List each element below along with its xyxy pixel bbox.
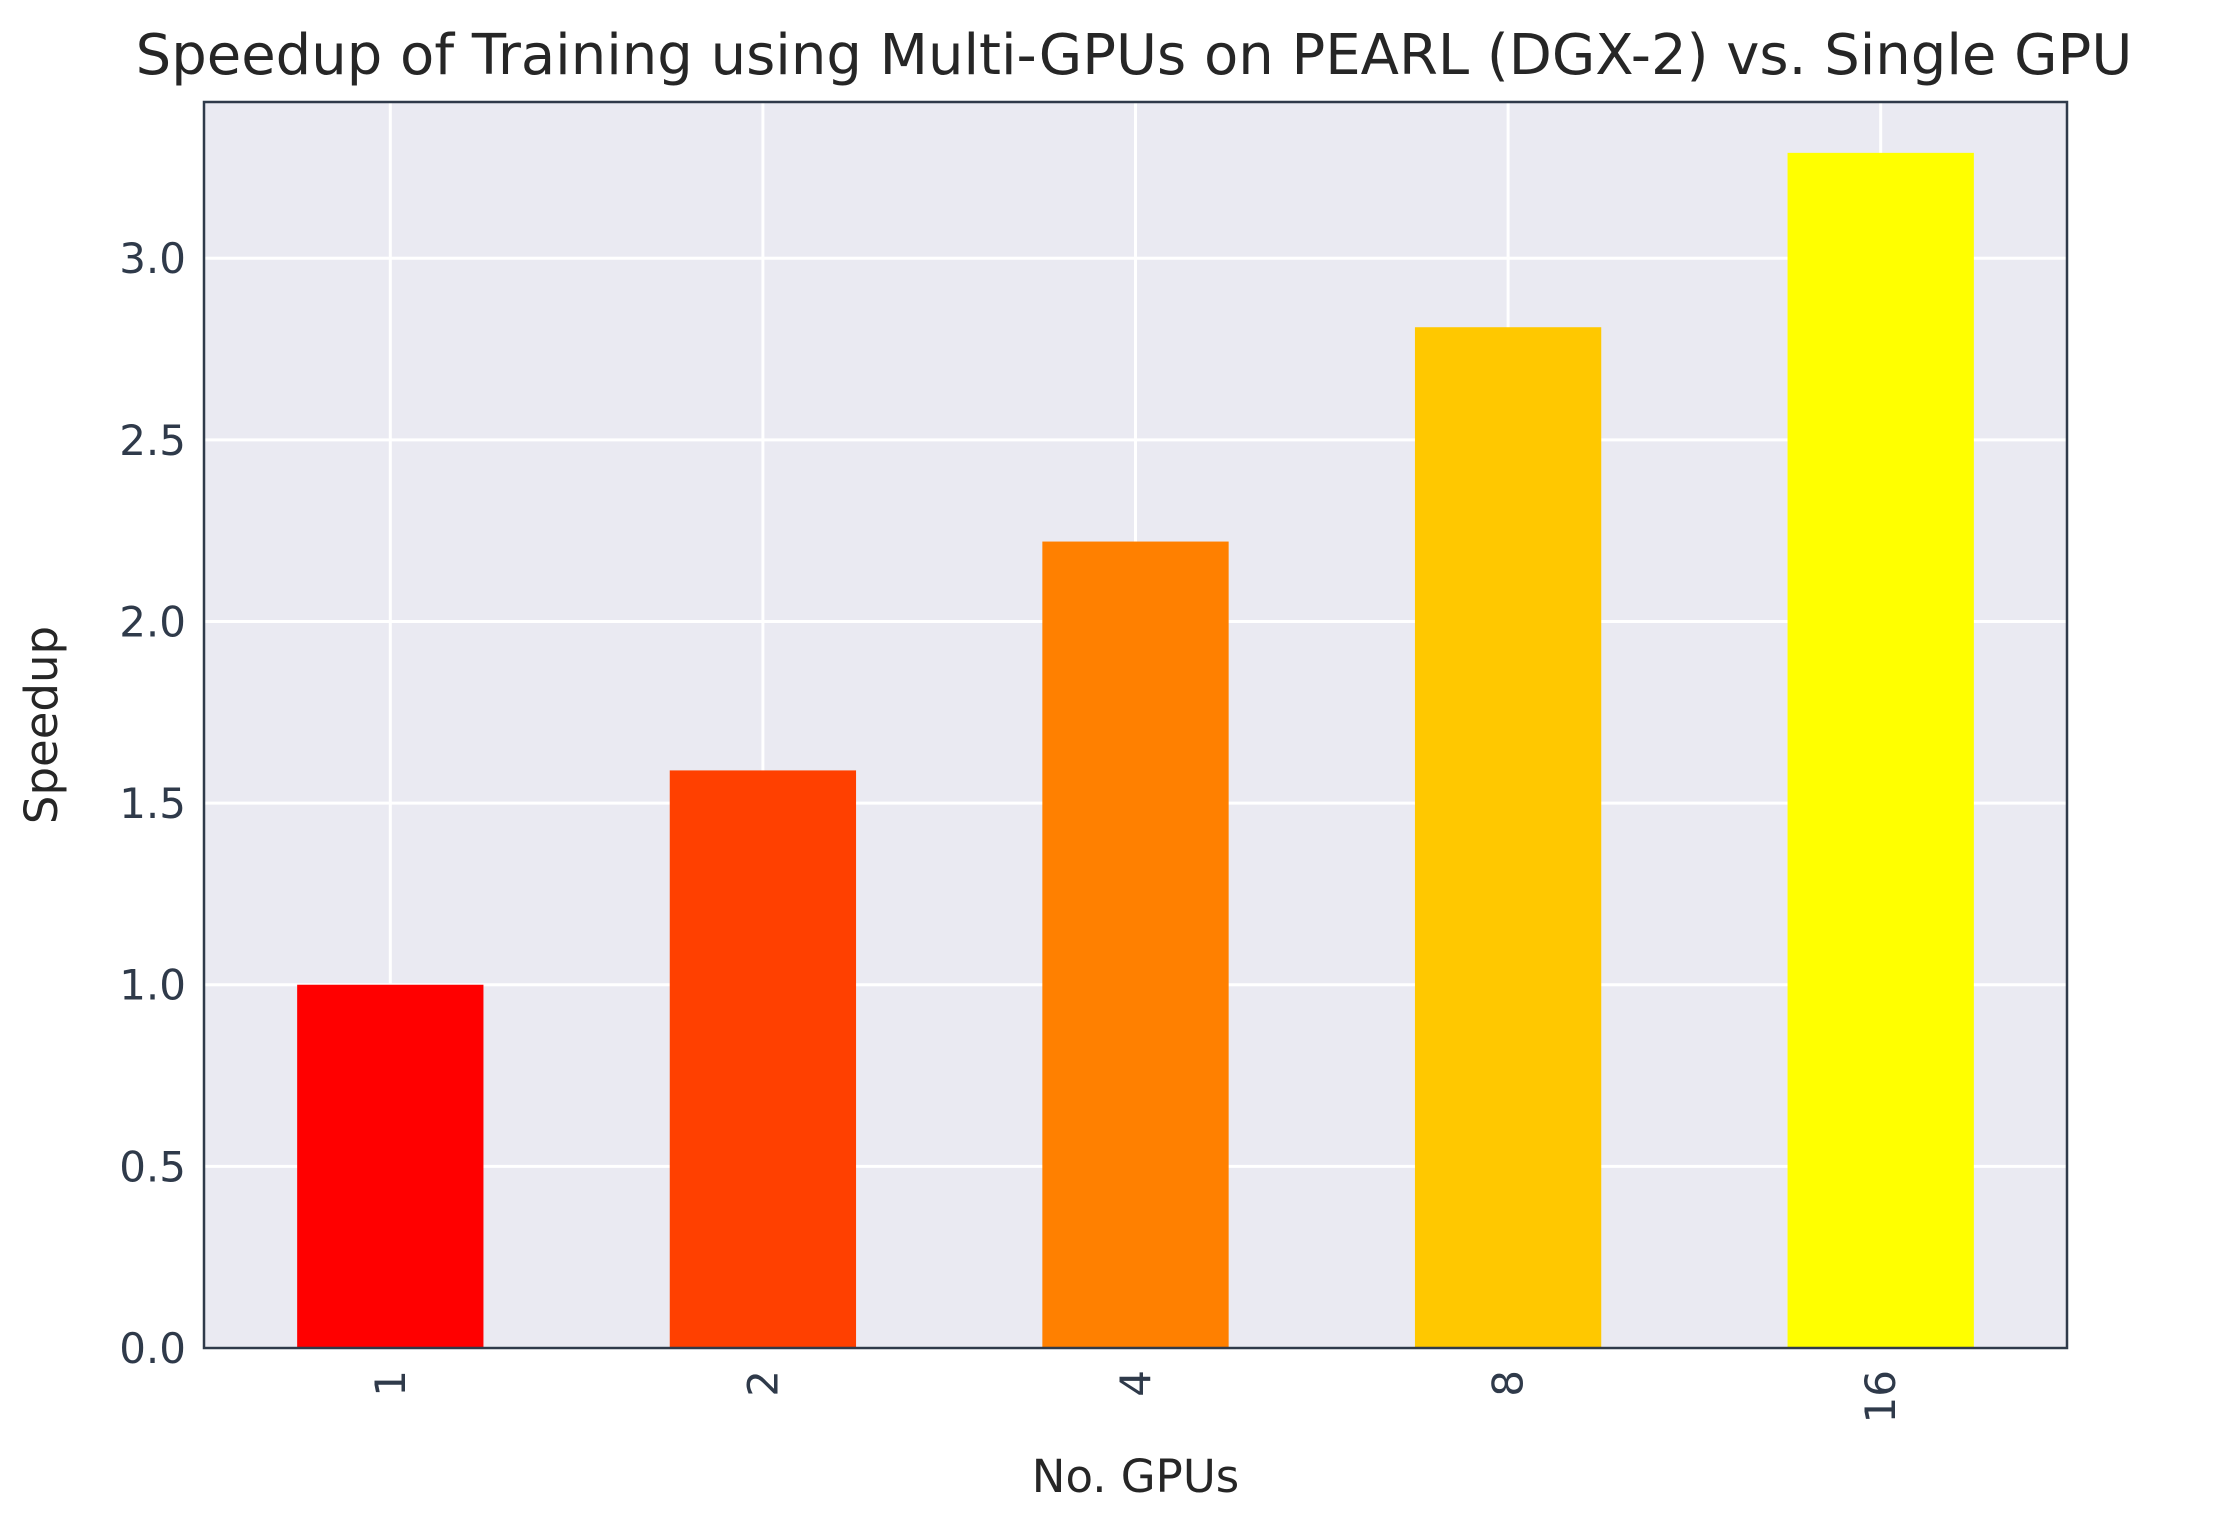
chart-title: Speedup of Training using Multi-GPUs on …: [136, 23, 2133, 88]
x-tick-label: 16: [1856, 1370, 1905, 1423]
y-tick-label: 2.0: [119, 597, 186, 646]
y-tick-labels: 0.0 0.5 1.0 1.5 2.0 2.5 3.0: [119, 234, 186, 1373]
bars: [297, 152, 1974, 1348]
y-tick-label: 1.5: [119, 779, 186, 828]
y-tick-label: 0.0: [119, 1324, 186, 1373]
x-tick-label: 4: [1111, 1370, 1160, 1397]
x-tick-label: 1: [366, 1370, 415, 1397]
bar-8-gpus: [1414, 327, 1602, 1348]
x-tick-labels: 1 2 4 8 16: [366, 1370, 1905, 1423]
bar-2-gpus: [669, 770, 857, 1348]
bar-4-gpus: [1042, 541, 1229, 1348]
y-tick-label: 1.0: [119, 961, 186, 1010]
plot-frame: [202, 100, 2069, 1350]
y-tick-label: 0.5: [119, 1142, 186, 1191]
bar-1-gpus: [297, 984, 484, 1348]
x-axis-label: No. GPUs: [1032, 1450, 1239, 1503]
y-tick-label: 3.0: [119, 234, 186, 283]
y-tick-label: 2.5: [119, 416, 186, 465]
bar-16-gpus: [1787, 152, 1974, 1348]
x-tick-label: 8: [1484, 1370, 1533, 1397]
y-axis-label: Speedup: [15, 626, 68, 824]
x-tick-label: 2: [738, 1370, 787, 1397]
